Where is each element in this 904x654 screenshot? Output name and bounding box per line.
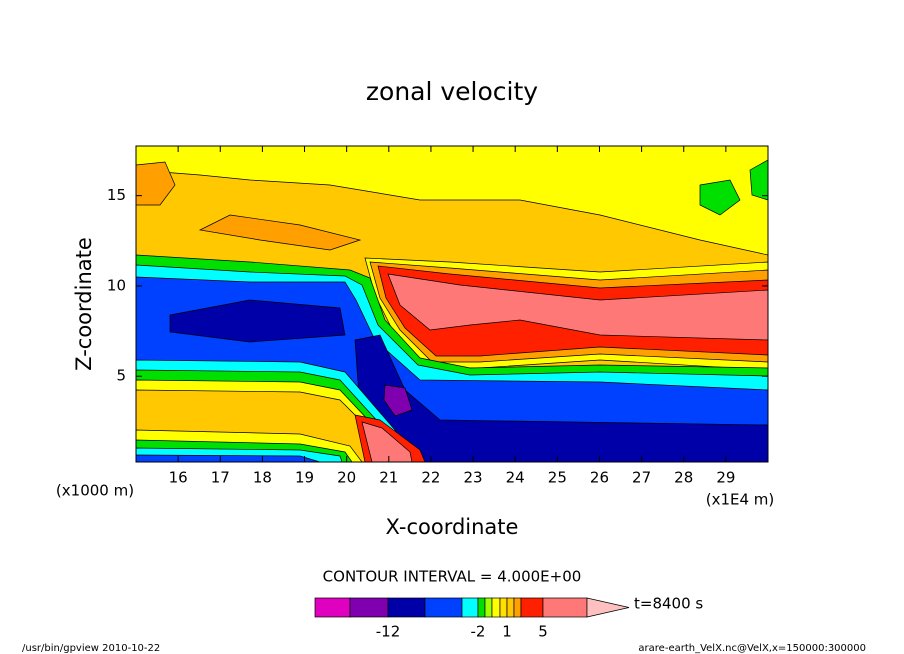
colorbar-segment	[506, 597, 515, 618]
contour-interval: CONTOUR INTERVAL = 4.000E+00	[323, 568, 582, 586]
x-tick-label: 21	[379, 469, 398, 487]
colorbar-segment	[542, 597, 588, 618]
x-tick-label: 27	[632, 469, 651, 487]
time-label: t=8400 s	[634, 595, 703, 613]
colorbar-segment	[314, 597, 351, 618]
x-unit: (x1E4 m)	[706, 491, 775, 509]
x-tick-label: 24	[506, 469, 525, 487]
colorbar-segment	[349, 597, 389, 618]
x-tick-label: 22	[421, 469, 440, 487]
colorbar-tick-label: 5	[538, 623, 548, 641]
colorbar-segment	[484, 597, 493, 618]
field-region	[361, 421, 413, 462]
field-region	[387, 273, 768, 341]
colorbar-segment	[520, 597, 544, 618]
field-region	[136, 146, 768, 256]
footer-right: arare-earth_VelX.nc@VelX,x=150000:300000	[638, 643, 866, 654]
colorbar-segment	[499, 597, 508, 618]
colorbar-segment	[387, 597, 426, 618]
plot-frame	[135, 145, 769, 463]
chart-title: zonal velocity	[366, 77, 538, 106]
x-tick-label: 23	[464, 469, 483, 487]
x-tick-label: 29	[716, 469, 735, 487]
y-tick-label: 10	[107, 276, 126, 294]
y-axis-label: Z-coordinate	[72, 237, 96, 371]
x-tick-label: 25	[548, 469, 567, 487]
colorbar-segment	[424, 597, 463, 618]
colorbar-segment	[491, 597, 501, 618]
x-axis-label: X-coordinate	[386, 515, 519, 539]
y-tick-label: 5	[116, 367, 126, 385]
colorbar-tick-label: 1	[502, 623, 512, 641]
footer-left: /usr/bin/gpview 2010-10-22	[22, 643, 160, 654]
colorbar-segment	[513, 597, 522, 618]
colorbar-tick-label: -12	[376, 623, 401, 641]
y-tick-label: 15	[107, 186, 126, 204]
field-region	[383, 384, 413, 417]
colorbar-segment	[461, 597, 479, 618]
x-tick-label: 16	[169, 469, 188, 487]
colorbar-extension	[586, 597, 630, 618]
x-tick-label: 28	[674, 469, 693, 487]
x-tick-label: 18	[253, 469, 272, 487]
y-unit: (x1000 m)	[56, 482, 134, 500]
colorbar-segment	[477, 597, 486, 618]
x-tick-label: 20	[337, 469, 356, 487]
x-tick-label: 26	[590, 469, 609, 487]
x-tick-label: 17	[211, 469, 230, 487]
contour-field	[136, 146, 768, 462]
field-region	[699, 159, 768, 216]
colorbar-tick-label: -2	[471, 623, 486, 641]
field-region	[169, 299, 346, 343]
field-region	[136, 454, 321, 462]
x-tick-label: 19	[295, 469, 314, 487]
